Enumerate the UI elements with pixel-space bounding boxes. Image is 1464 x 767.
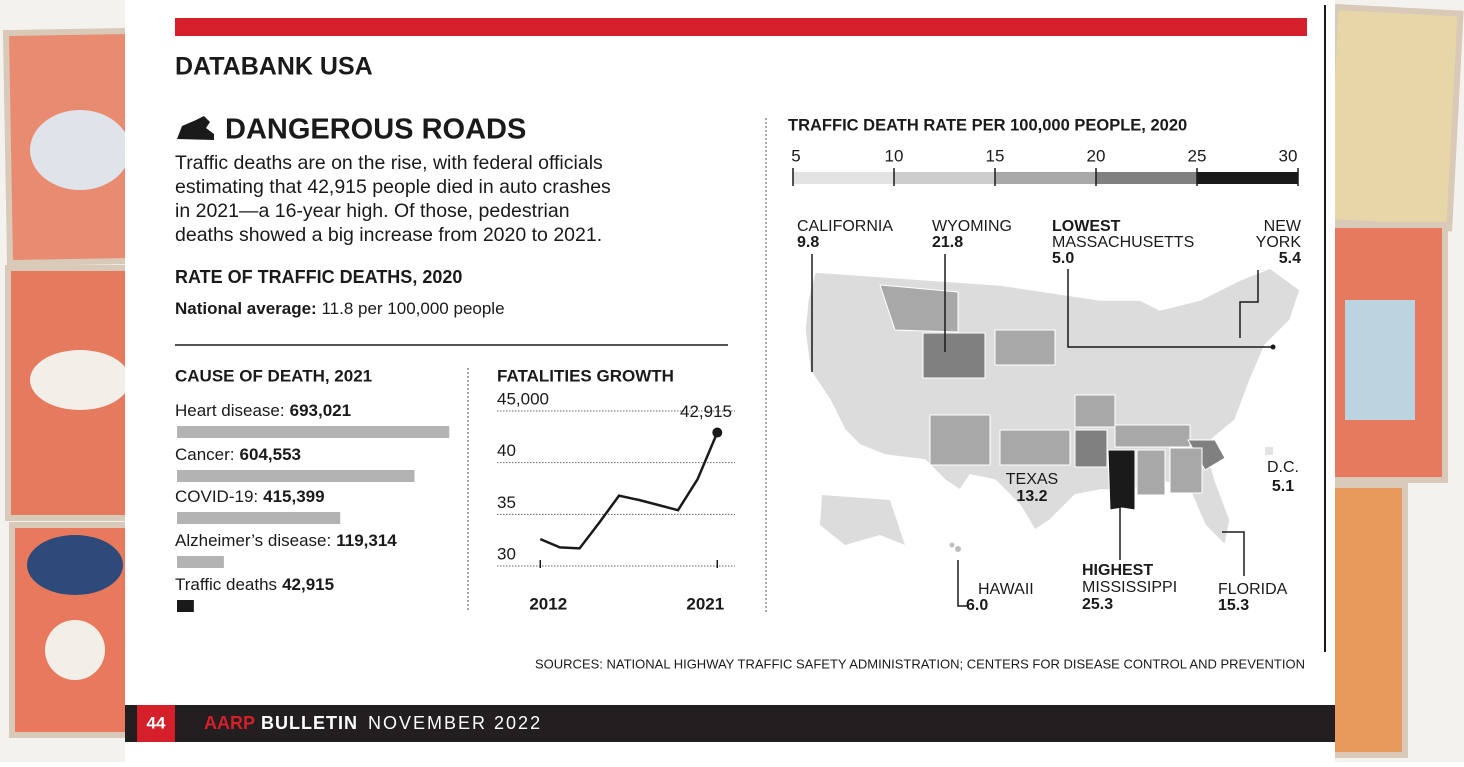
y-tick-label: 40: [497, 441, 516, 460]
state-label: WYOMING: [932, 218, 1012, 235]
state-label: TEXAS: [1006, 471, 1058, 488]
article-title: DANGEROUS ROADS: [225, 114, 526, 146]
category-label: Heart disease:: [175, 401, 285, 420]
scale-tick-label: 30: [1279, 146, 1298, 165]
bar: [177, 600, 194, 612]
value-label: 604,553: [240, 445, 301, 464]
body-line: estimating that 42,915 people died in au…: [175, 176, 611, 198]
pointer-dot: [1271, 345, 1276, 350]
scale-bin: [894, 172, 995, 184]
page-number: 44: [147, 713, 166, 732]
bar: [177, 512, 340, 524]
y-tick-label: 35: [497, 493, 516, 512]
y-tick-label: 30: [497, 544, 516, 563]
state-value: 5.1: [1272, 478, 1294, 495]
bar: [177, 426, 449, 438]
scale-tick-label: 20: [1087, 146, 1106, 165]
bar-label: Alzheimer’s disease: 119,314: [175, 531, 397, 550]
scale-bin: [1096, 172, 1197, 184]
state-value: 9.8: [797, 234, 819, 251]
y-tick-label: 45,000: [497, 389, 549, 408]
rate-heading: RATE OF TRAFFIC DEATHS, 2020: [175, 267, 462, 287]
state-value: 6.0: [966, 597, 988, 614]
body-line: in 2021—a 16-year high. Of those, pedest…: [175, 200, 570, 222]
scale-bin: [995, 172, 1096, 184]
category-label: Alzheimer’s disease:: [175, 531, 331, 550]
state-value: 21.8: [932, 234, 963, 251]
footer-text: AARP BULLETIN NOVEMBER 2022: [204, 713, 542, 733]
page: { "header": {"title": "DATABANK USA"}, "…: [0, 0, 1464, 762]
state-label: MASSACHUSETTS: [1052, 234, 1194, 251]
body-line: deaths showed a big increase from 2020 t…: [175, 224, 602, 246]
bar-label: Heart disease: 693,021: [175, 401, 351, 420]
national-average-label: National average:: [175, 299, 317, 318]
x-tick-label: 2021: [686, 594, 724, 613]
state-label: HAWAII: [978, 581, 1034, 598]
state-tag: LOWEST: [1052, 218, 1121, 235]
sources: SOURCES: NATIONAL HIGHWAY TRAFFIC SAFETY…: [535, 656, 1305, 671]
scale-tick-label: 25: [1188, 146, 1207, 165]
chart-title: FATALITIES GROWTH: [497, 366, 674, 385]
top-rule: [175, 18, 1307, 36]
state-tag: HIGHEST: [1082, 562, 1153, 579]
category-label: Traffic deaths: [175, 575, 277, 594]
state-label: YORK: [1256, 234, 1302, 251]
chart-title: CAUSE OF DEATH, 2021: [175, 366, 372, 385]
scale-bin: [793, 172, 894, 184]
bar: [177, 470, 415, 482]
state-value: 5.4: [1279, 250, 1301, 267]
bar-label: Traffic deaths 42,915: [175, 575, 334, 594]
section-title: DATABANK USA: [175, 53, 373, 81]
us-map: [805, 268, 1300, 552]
state-value: 25.3: [1082, 596, 1113, 613]
scale-tick-label: 10: [885, 146, 904, 165]
bar-label: COVID-19: 415,399: [175, 487, 325, 506]
category-label: Cancer:: [175, 445, 235, 464]
bar: [177, 556, 224, 568]
national-average: National average: 11.8 per 100,000 peopl…: [175, 299, 505, 318]
value-label: 42,915: [282, 575, 334, 594]
scale-bin: [1197, 172, 1298, 184]
infographic: DATABANK USA DANGEROUS ROADS Traffic dea…: [0, 0, 1464, 762]
state-label: MISSISSIPPI: [1082, 579, 1177, 596]
national-average-text: 11.8 per 100,000 people: [321, 299, 504, 318]
category-label: COVID-19:: [175, 487, 258, 506]
scale-tick-label: 5: [791, 146, 800, 165]
scale-tick-label: 15: [986, 146, 1005, 165]
value-label: 119,314: [336, 531, 397, 550]
chart-title: TRAFFIC DEATH RATE PER 100,000 PEOPLE, 2…: [788, 116, 1187, 134]
body-line: Traffic deaths are on the rise, with fed…: [175, 152, 603, 174]
state-label: NEW: [1264, 218, 1302, 235]
value-label: 415,399: [263, 487, 324, 506]
state-label: CALIFORNIA: [797, 218, 893, 235]
value-label: 42,915: [680, 402, 732, 421]
state-value: 13.2: [1016, 488, 1047, 505]
value-label: 693,021: [290, 401, 351, 420]
state-label: D.C.: [1267, 459, 1299, 476]
state-value: 5.0: [1052, 250, 1074, 267]
footer-publication: BULLETIN: [261, 713, 358, 733]
footer-issue: NOVEMBER 2022: [368, 713, 542, 733]
state-label: FLORIDA: [1218, 581, 1288, 598]
point: [712, 428, 722, 438]
state-value: 15.3: [1218, 597, 1249, 614]
x-tick-label: 2012: [529, 594, 567, 613]
footer-brand: AARP: [204, 713, 255, 733]
